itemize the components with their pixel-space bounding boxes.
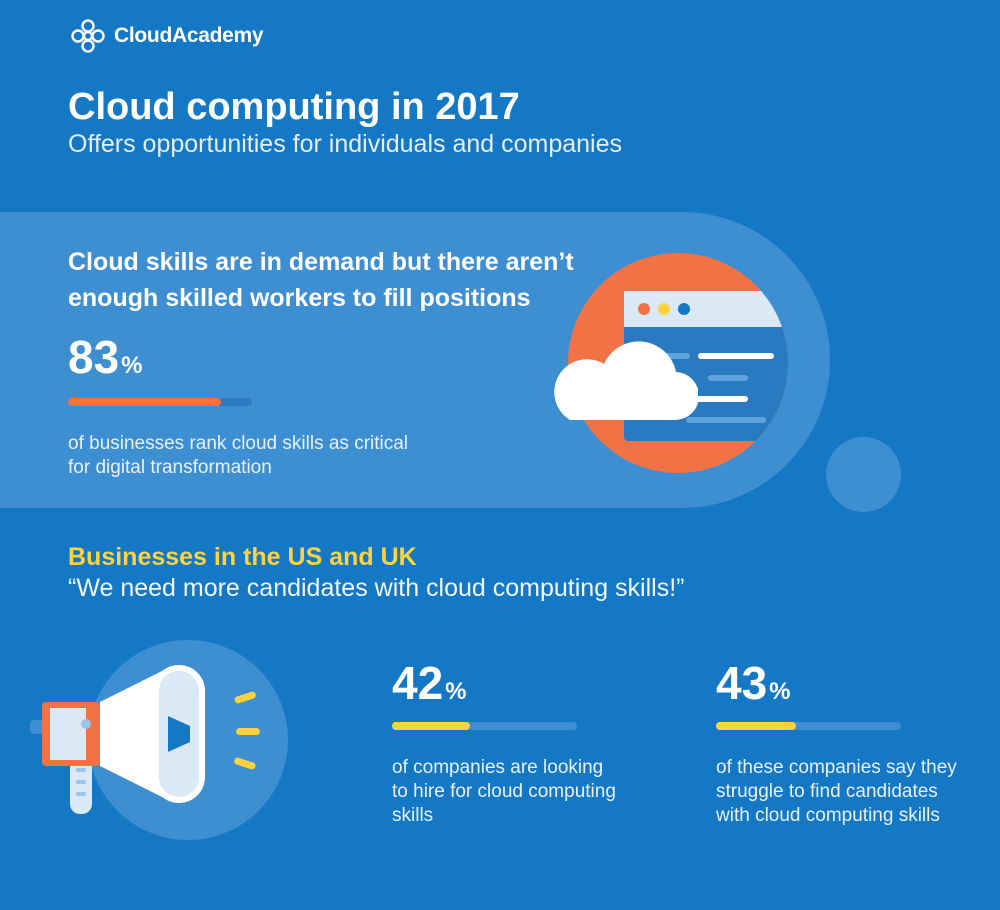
businesses-quote: “We need more candidates with cloud comp… — [68, 574, 685, 602]
stat-83-value: 83% — [68, 330, 143, 384]
demand-heading: Cloud skills are in demand but there are… — [68, 248, 574, 312]
cloud-icon — [554, 341, 698, 421]
brand-logo: CloudAcademy — [70, 18, 264, 54]
stat-83-bar-fill — [68, 398, 221, 406]
cloudacademy-logo-icon — [71, 19, 105, 53]
stat-43-description: of these companies say they struggle to … — [716, 757, 957, 826]
stat-unit: % — [769, 678, 791, 705]
stat-43-value: 43% — [716, 656, 791, 710]
stat-unit: % — [445, 678, 467, 705]
stat-number: 43 — [716, 657, 768, 709]
megaphone-icon — [30, 665, 260, 814]
stat-unit: % — [121, 352, 143, 379]
page-title: Cloud computing in 2017 — [68, 86, 520, 128]
stat-number: 42 — [392, 657, 444, 709]
stat-42-bar — [392, 722, 577, 730]
stat-42-description: of companies are looking to hire for clo… — [392, 757, 616, 826]
illustration-circle — [568, 253, 788, 473]
businesses-heading: Businesses in the US and UK — [68, 543, 417, 571]
stat-number: 83 — [68, 331, 120, 383]
stat-42-bar-fill — [392, 722, 470, 730]
stat-43-bar-fill — [716, 722, 796, 730]
page-subtitle: Offers opportunities for individuals and… — [68, 130, 623, 158]
brand-name: CloudAcademy — [114, 24, 264, 47]
stat-83-bar — [68, 398, 252, 406]
stat-43-bar — [716, 722, 901, 730]
stat-42-value: 42% — [392, 656, 467, 710]
decorative-orb — [826, 437, 901, 512]
stat-83-description: of businesses rank cloud skills as criti… — [68, 433, 409, 478]
